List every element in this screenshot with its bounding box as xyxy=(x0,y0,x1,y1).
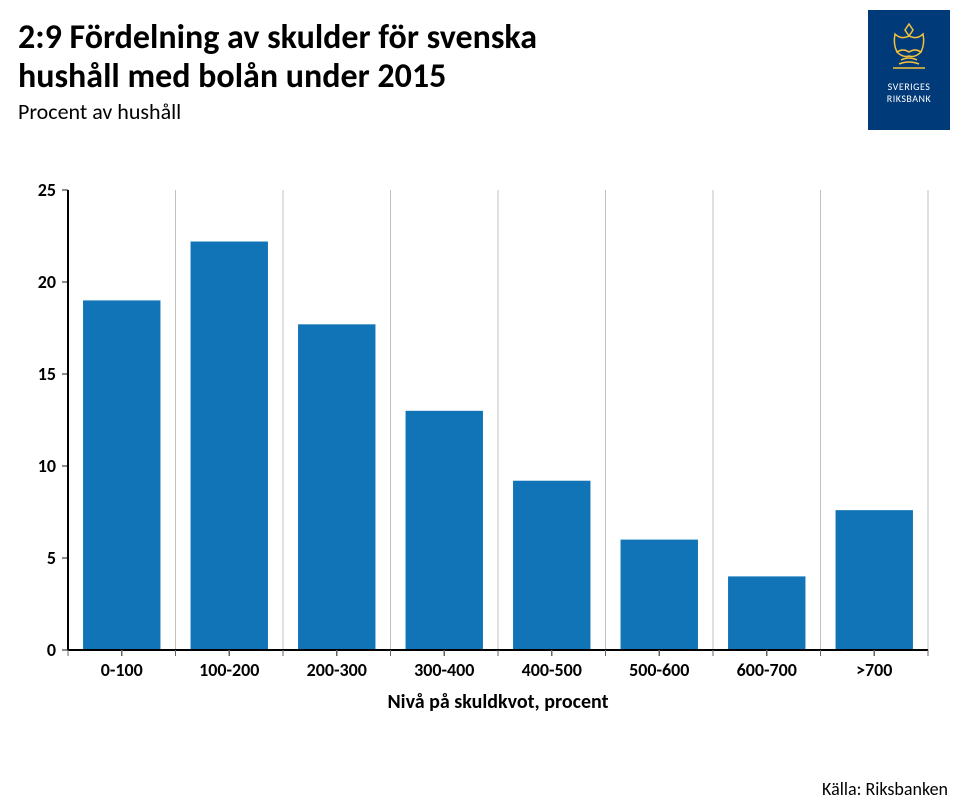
svg-text:10: 10 xyxy=(38,455,56,477)
bar xyxy=(836,510,913,650)
svg-text:100-200: 100-200 xyxy=(199,659,259,681)
bar xyxy=(513,481,590,650)
chart-title: 2:9 Fördelning av skulder för svenska hu… xyxy=(18,18,778,96)
riksbank-logo: SVERIGES RIKSBANK xyxy=(868,10,950,130)
title-line-2: hushåll med bolån under 2015 xyxy=(18,56,446,97)
svg-text:400-500: 400-500 xyxy=(522,659,582,681)
chart-subtitle: Procent av hushåll xyxy=(18,98,960,125)
svg-text:5: 5 xyxy=(47,547,56,569)
svg-text:600-700: 600-700 xyxy=(737,659,797,681)
svg-text:200-300: 200-300 xyxy=(307,659,367,681)
svg-text:15: 15 xyxy=(38,363,56,385)
svg-text:20: 20 xyxy=(38,271,56,293)
bar xyxy=(191,242,268,650)
bar xyxy=(83,300,160,650)
source-text: Källa: Riksbanken xyxy=(822,778,948,800)
crown-crest-icon xyxy=(883,20,935,72)
svg-text:0: 0 xyxy=(47,639,56,661)
svg-text:0-100: 0-100 xyxy=(101,659,143,681)
chart-svg: 0 5 10 15 20 25 0-100 100-200 200-300 300-400 400-… xyxy=(18,180,938,740)
title-line-1: 2:9 Fördelning av skulder för svenska xyxy=(18,17,537,58)
svg-text:Nivå på skuldkvot, procent: Nivå på skuldkvot, procent xyxy=(388,690,609,714)
logo-text-line-2: RIKSBANK xyxy=(868,93,950,105)
svg-text:300-400: 300-400 xyxy=(414,659,474,681)
bar xyxy=(728,576,805,650)
svg-text:>700: >700 xyxy=(856,659,892,681)
bar xyxy=(406,411,483,650)
bar xyxy=(298,324,375,650)
bar xyxy=(621,540,698,650)
svg-text:25: 25 xyxy=(38,180,56,201)
bar-chart: 0 5 10 15 20 25 0-100 100-200 200-300 300-400 400-… xyxy=(18,180,938,740)
svg-text:500-600: 500-600 xyxy=(629,659,689,681)
logo-text-line-1: SVERIGES xyxy=(868,81,950,93)
